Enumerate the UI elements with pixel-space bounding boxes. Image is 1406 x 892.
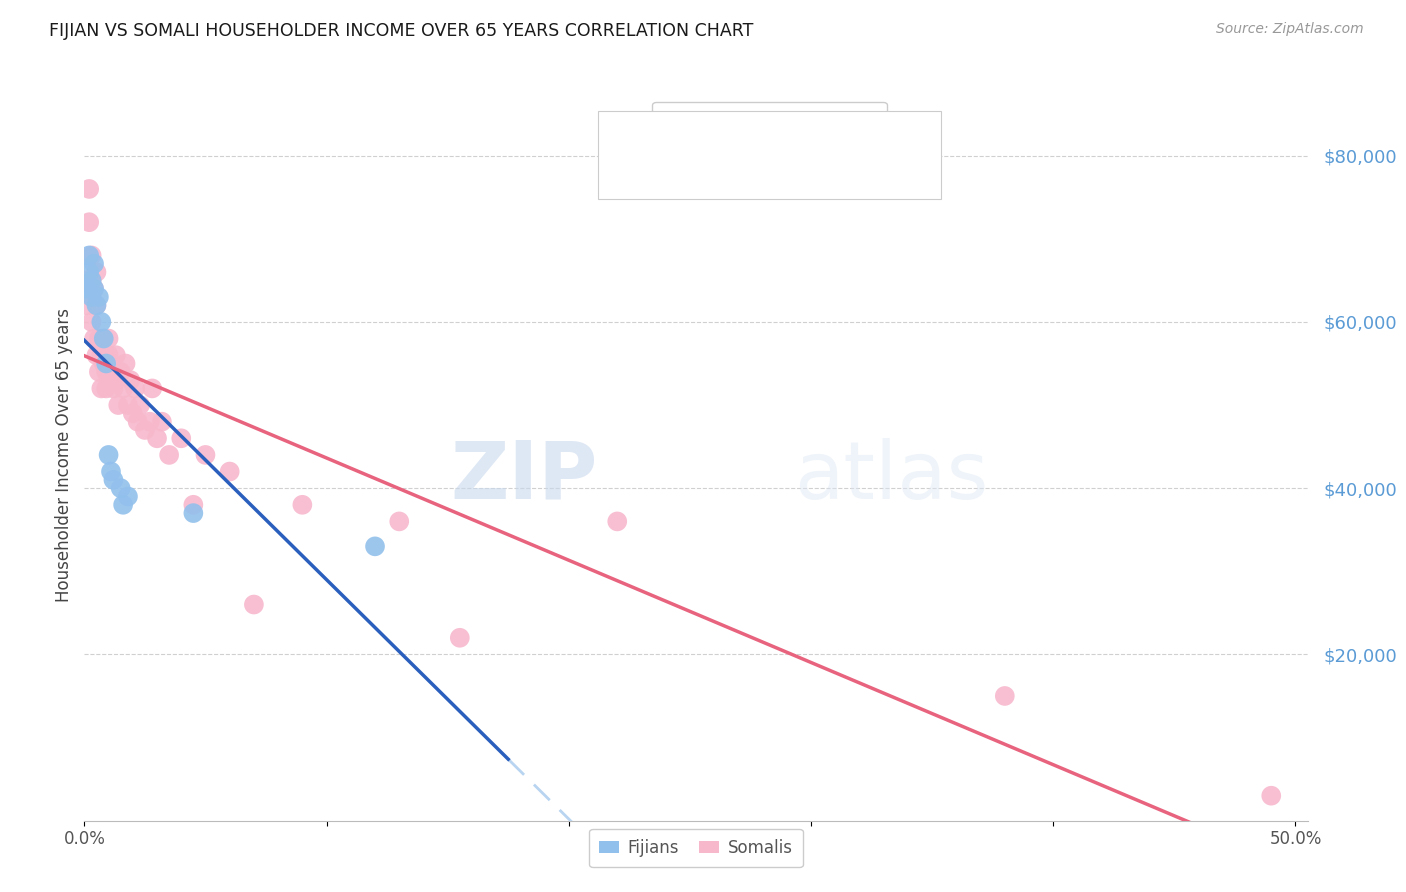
- Point: [90, 348, 112, 362]
- Point: [83, 282, 105, 296]
- Point: [112, 498, 135, 512]
- Point: [86, 298, 108, 312]
- Point: [93, 332, 115, 346]
- Point: [96, 381, 118, 395]
- Text: Source: ZipAtlas.com: Source: ZipAtlas.com: [1216, 22, 1364, 37]
- Point: [100, 465, 122, 479]
- Point: [77, 265, 100, 279]
- Point: [87, 365, 110, 379]
- Point: [606, 515, 628, 529]
- Point: [139, 415, 162, 429]
- Point: [86, 298, 108, 312]
- Point: [107, 398, 129, 412]
- Text: ZIP: ZIP: [451, 438, 598, 516]
- Point: [243, 598, 266, 612]
- Point: [170, 431, 193, 445]
- Point: [103, 473, 125, 487]
- Point: [388, 515, 411, 529]
- Y-axis label: Householder Income Over 65 years: Householder Income Over 65 years: [55, 308, 73, 602]
- Point: [291, 498, 314, 512]
- Point: [80, 273, 103, 287]
- Point: [183, 498, 205, 512]
- Point: [134, 423, 156, 437]
- Point: [76, 298, 98, 312]
- Point: [86, 348, 108, 362]
- Point: [93, 332, 115, 346]
- Point: [110, 365, 132, 379]
- Point: [96, 357, 118, 371]
- Point: [146, 431, 169, 445]
- FancyBboxPatch shape: [598, 112, 941, 199]
- Point: [218, 465, 240, 479]
- Point: [80, 290, 103, 304]
- Point: [80, 315, 103, 329]
- Text: atlas: atlas: [794, 438, 988, 516]
- Point: [86, 265, 108, 279]
- Point: [76, 273, 98, 287]
- Point: [83, 282, 105, 296]
- Point: [117, 398, 139, 412]
- Point: [93, 357, 115, 371]
- Point: [97, 332, 120, 346]
- Point: [157, 448, 180, 462]
- Point: [83, 332, 105, 346]
- Point: [994, 689, 1017, 703]
- Point: [97, 348, 120, 362]
- Point: [97, 448, 120, 462]
- Point: [90, 381, 112, 395]
- Point: [183, 506, 205, 520]
- Point: [121, 406, 143, 420]
- Point: [110, 481, 132, 495]
- Point: [90, 315, 112, 329]
- Point: [103, 381, 125, 395]
- Point: [80, 248, 103, 262]
- Point: [129, 398, 152, 412]
- Point: [127, 415, 149, 429]
- Point: [112, 381, 135, 395]
- Point: [77, 215, 100, 229]
- Point: [124, 381, 146, 395]
- Point: [449, 631, 471, 645]
- Point: [80, 273, 103, 287]
- Point: [104, 348, 127, 362]
- Point: [83, 257, 105, 271]
- Point: [141, 381, 163, 395]
- Point: [100, 373, 122, 387]
- Text: FIJIAN VS SOMALI HOUSEHOLDER INCOME OVER 65 YEARS CORRELATION CHART: FIJIAN VS SOMALI HOUSEHOLDER INCOME OVER…: [49, 22, 754, 40]
- Point: [96, 365, 118, 379]
- Point: [120, 373, 142, 387]
- Point: [150, 415, 173, 429]
- Point: [364, 539, 387, 553]
- Point: [76, 282, 98, 296]
- Point: [1260, 789, 1282, 803]
- Point: [117, 490, 139, 504]
- Legend: Fijians, Somalis: Fijians, Somalis: [589, 830, 803, 867]
- Point: [87, 332, 110, 346]
- Point: [114, 357, 136, 371]
- Point: [77, 248, 100, 262]
- Point: [87, 290, 110, 304]
- Point: [77, 182, 100, 196]
- Point: [194, 448, 217, 462]
